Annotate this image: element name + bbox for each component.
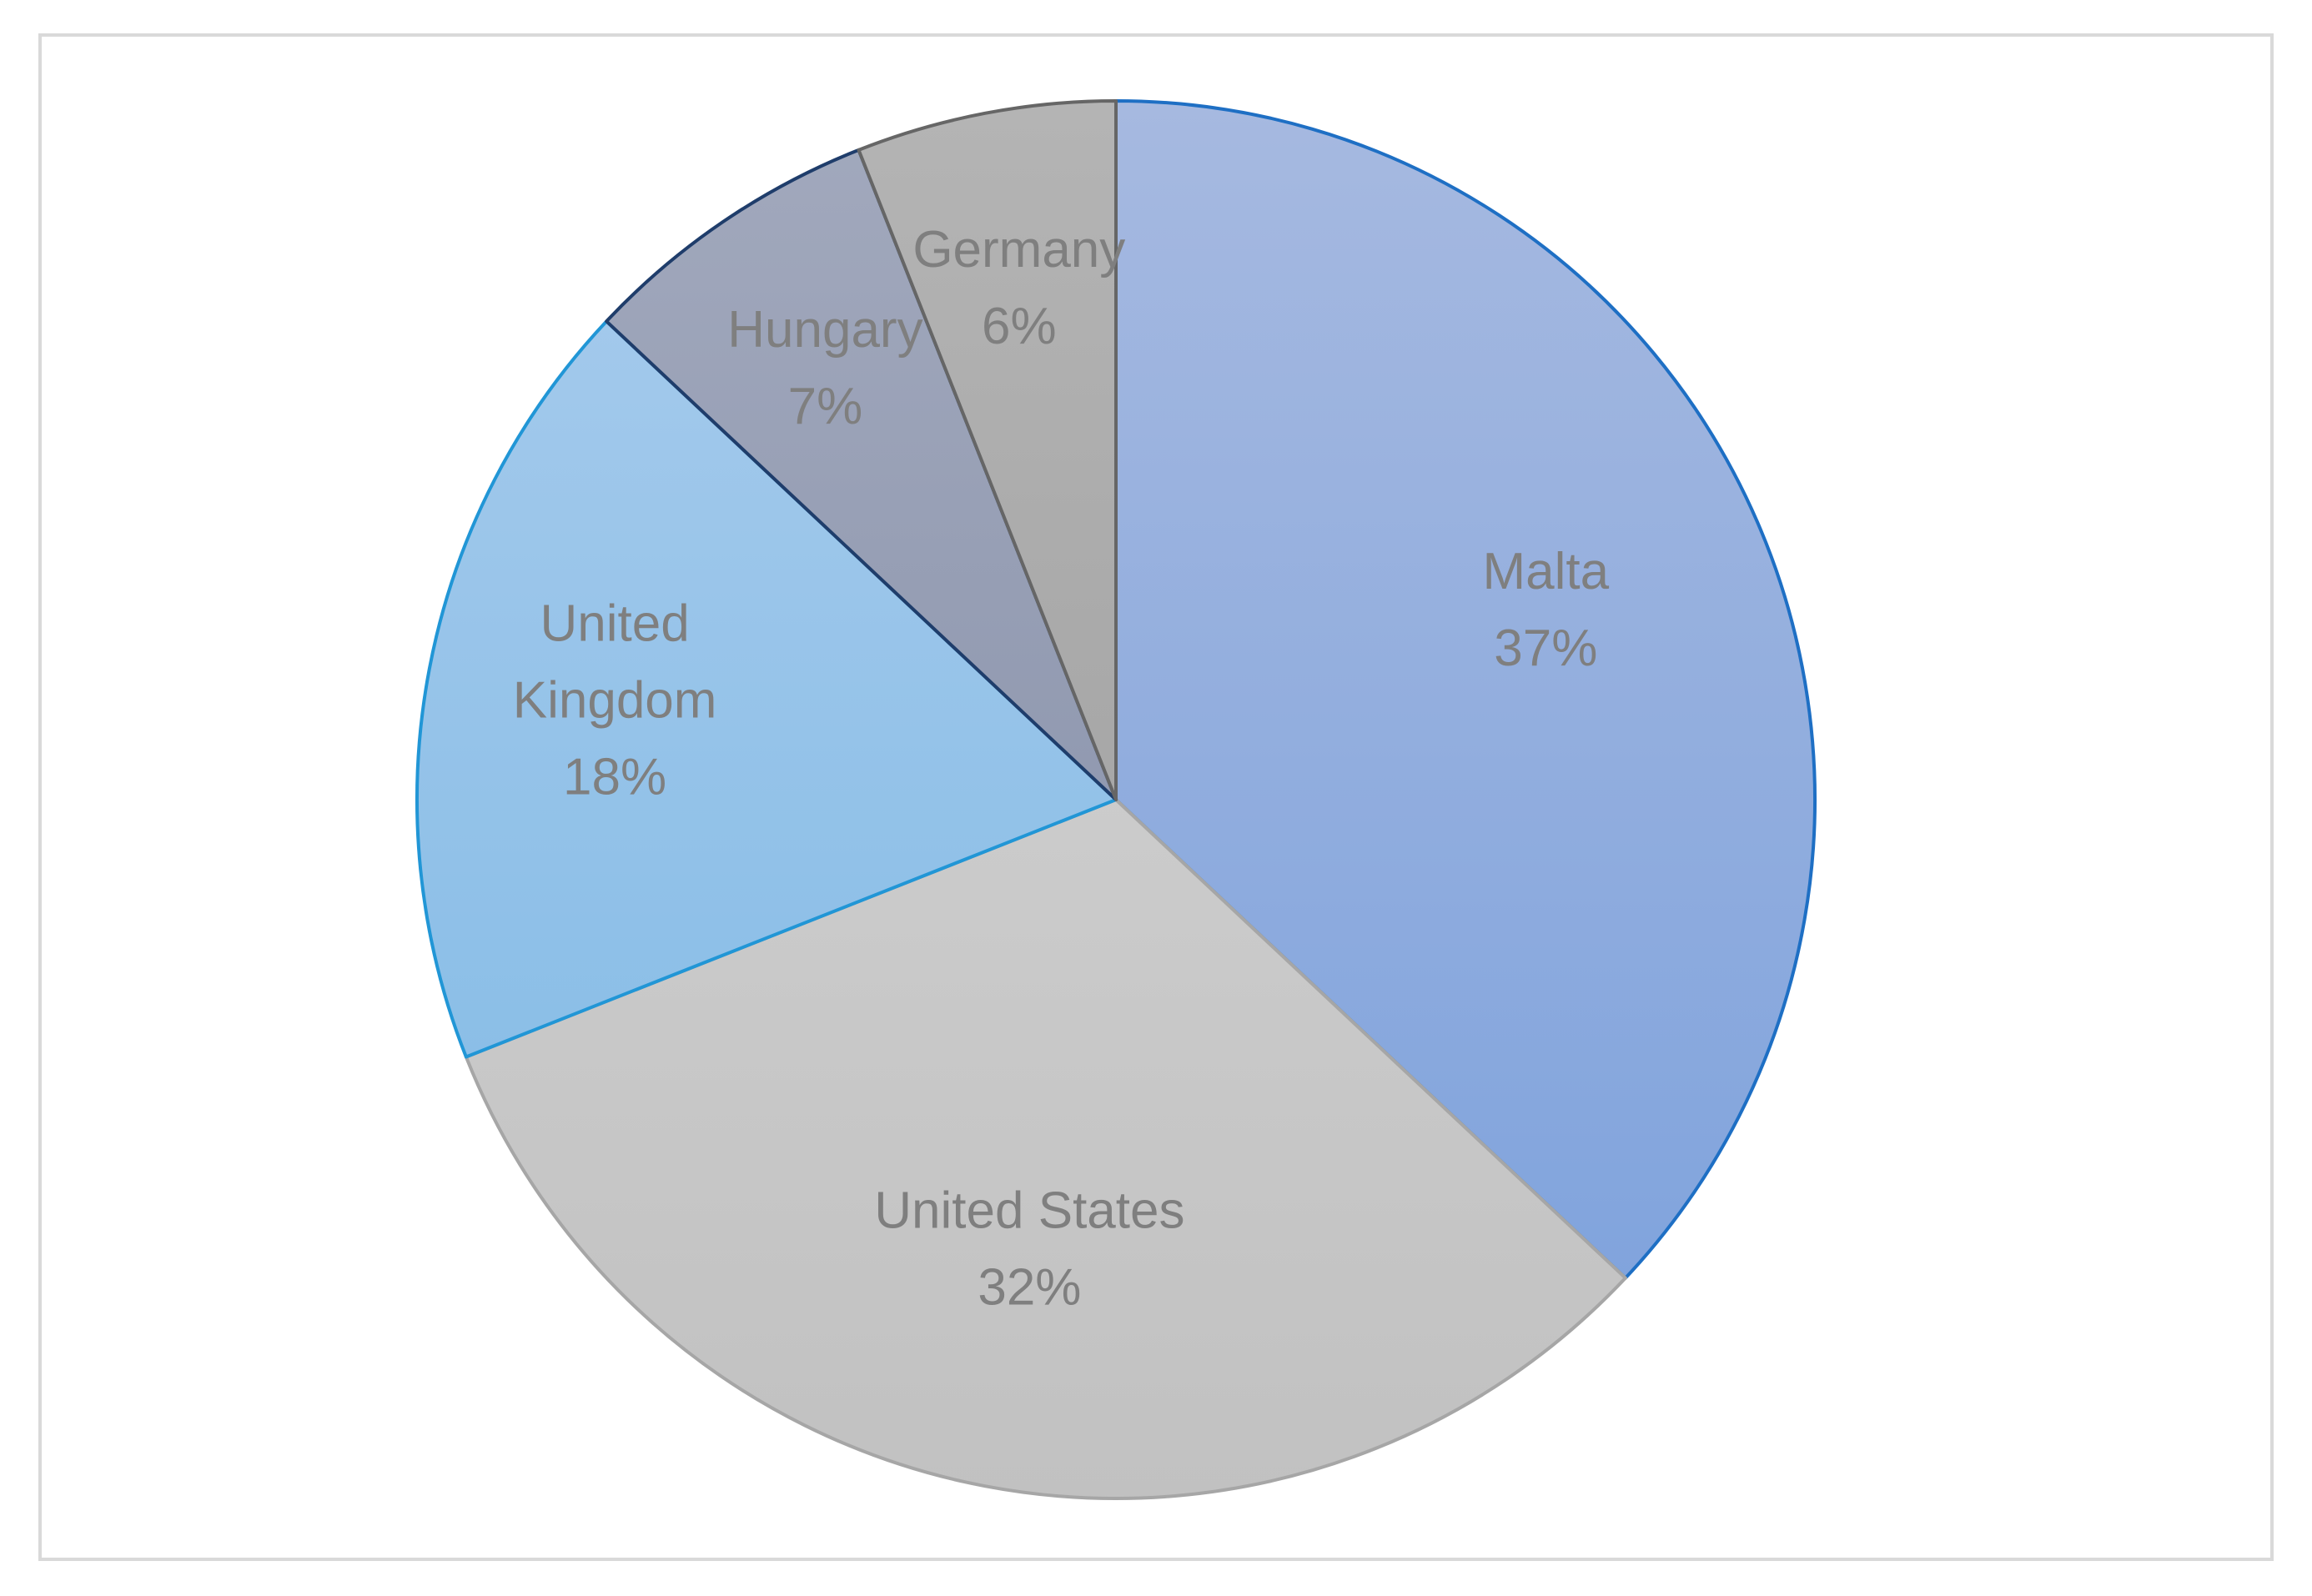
pie-label-percent: 32% [978, 1259, 1081, 1317]
pie-labels: Malta 37% United States 32% United Kingdom 18%… [513, 221, 1610, 1316]
pie-slice-germany [857, 99, 1118, 801]
pie-label-category: Hungary [727, 301, 922, 359]
pie-slice-united-kingdom [415, 319, 1118, 1059]
pie-slices [415, 99, 1817, 1500]
pie-label-united-states: United States 32% [874, 1182, 1184, 1317]
pie-label-percent: 18% [563, 749, 666, 806]
pie-label-category: United [540, 595, 689, 653]
pie-label-percent: 37% [1494, 620, 1597, 677]
pie-slice-united-states [464, 798, 1627, 1500]
pie-label-category: Malta [1482, 543, 1609, 600]
pie-label-category: Kingdom [513, 672, 717, 730]
pie-label-percent: 7% [788, 378, 863, 435]
pie-slice-malta [1114, 99, 1817, 1280]
pie-label-germany: Germany 6% [912, 221, 1125, 355]
pie-label-united-kingdom: United Kingdom 18% [513, 595, 717, 806]
pie-label-category: Germany [912, 221, 1125, 279]
pie-label-percent: 6% [982, 298, 1057, 355]
pie-label-malta: Malta 37% [1482, 543, 1609, 677]
pie-label-category: United States [874, 1182, 1184, 1240]
pie-label-hungary: Hungary 7% [727, 301, 922, 435]
pie-slice-hungary [605, 148, 1118, 801]
